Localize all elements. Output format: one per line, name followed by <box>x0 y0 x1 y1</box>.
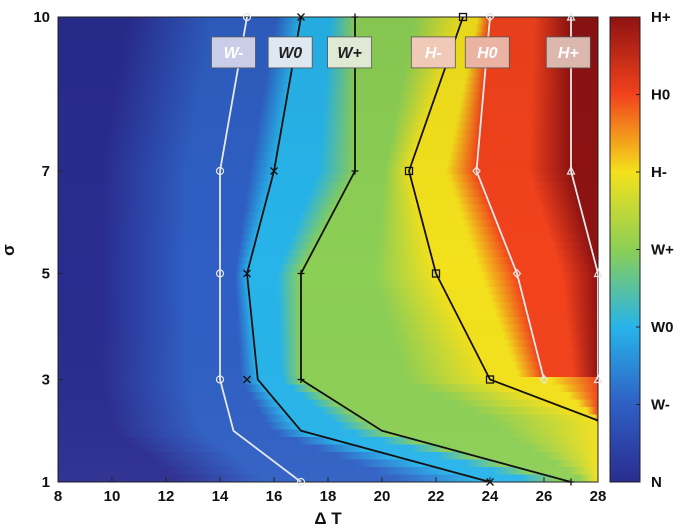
colorbar-label: W+ <box>651 242 674 259</box>
region-label: W+ <box>337 45 361 62</box>
colorbar-ticks: N W- W0 W+ H- H0 H+ <box>636 9 674 491</box>
region-label: W- <box>224 45 244 62</box>
x-tick-label: 22 <box>428 488 445 505</box>
region-label-box <box>211 36 256 69</box>
boundary-line <box>570 17 598 380</box>
x-tick-label: 10 <box>104 488 121 505</box>
x-tick-label: 20 <box>374 488 391 505</box>
heatmap-shading <box>58 17 598 482</box>
y-tick-label: 7 <box>42 163 50 180</box>
x-marker <box>243 375 251 384</box>
boundary-line <box>246 17 491 482</box>
colorbar-label: W0 <box>651 319 674 336</box>
x-marker <box>243 269 251 278</box>
colorbar: N W- W0 W+ H- H0 H+ <box>609 9 674 491</box>
x-tick-label: 12 <box>158 488 175 505</box>
x-tick-label: 18 <box>320 488 337 505</box>
triangle-marker <box>566 165 576 175</box>
diamond-marker <box>472 166 481 176</box>
region-label: H+ <box>558 45 579 62</box>
triangle-marker <box>566 11 576 21</box>
colorbar-label: W- <box>651 397 670 414</box>
boundary-lines <box>219 17 598 482</box>
x-tick-label: 14 <box>212 488 229 505</box>
colorbar-label: H+ <box>651 9 671 26</box>
x-tick-label: 26 <box>536 488 553 505</box>
y-tick-label: 5 <box>42 266 50 283</box>
y-axis-ticks: 1 3 5 7 10 <box>33 9 63 491</box>
region-label-box <box>267 36 313 69</box>
circle-marker <box>296 477 306 487</box>
region-label: H0 <box>477 45 498 62</box>
colorbar-label: N <box>651 474 662 491</box>
y-tick-label: 1 <box>42 474 50 491</box>
region-label-box <box>410 36 456 69</box>
x-tick-label: 28 <box>590 488 607 505</box>
triangle-marker <box>593 268 603 278</box>
circle-marker <box>215 269 225 278</box>
diamond-marker <box>539 374 549 385</box>
x-tick-label: 8 <box>54 488 62 505</box>
region-label: H- <box>425 45 442 62</box>
region-labels: W- W0 W+ H- H0 H+ <box>211 36 591 69</box>
plus-marker <box>351 167 359 175</box>
boundary-line <box>219 17 302 482</box>
diamond-marker <box>485 12 495 22</box>
x-axis-ticks: 8 10 12 14 16 18 20 22 24 26 28 <box>54 477 607 505</box>
x-marker <box>297 13 305 21</box>
boundary-line <box>475 17 545 380</box>
circle-marker <box>215 375 225 384</box>
boundary-line <box>408 17 598 422</box>
region-label-box <box>545 36 591 69</box>
y-tick-label: 10 <box>33 9 50 26</box>
circle-marker <box>242 12 252 22</box>
y-axis-label: σ <box>0 244 18 256</box>
boundary-markers <box>215 11 603 487</box>
plot-area <box>58 17 598 482</box>
heatmap-field <box>58 17 598 482</box>
diamond-marker <box>512 268 522 279</box>
x-tick-label: 16 <box>266 488 283 505</box>
triangle-marker <box>593 374 603 384</box>
region-label-box <box>464 36 510 69</box>
x-tick-label: 24 <box>482 488 499 505</box>
square-marker <box>404 166 414 176</box>
plus-marker <box>297 270 305 277</box>
colorbar-label: H0 <box>651 87 670 104</box>
square-marker <box>458 12 468 22</box>
circle-marker <box>215 166 225 176</box>
x-axis-label: Δ T <box>314 509 342 528</box>
region-label-box <box>327 36 373 69</box>
region-label: W0 <box>278 45 302 62</box>
square-marker <box>485 375 495 384</box>
x-marker <box>270 167 278 175</box>
colorbar-label: H- <box>651 164 667 181</box>
colorbar-bar <box>609 16 641 483</box>
plus-marker <box>567 478 575 486</box>
plus-marker <box>351 13 359 21</box>
y-tick-label: 3 <box>42 372 50 389</box>
plus-marker <box>297 376 305 383</box>
square-marker <box>431 269 441 278</box>
boundary-line <box>300 17 572 482</box>
